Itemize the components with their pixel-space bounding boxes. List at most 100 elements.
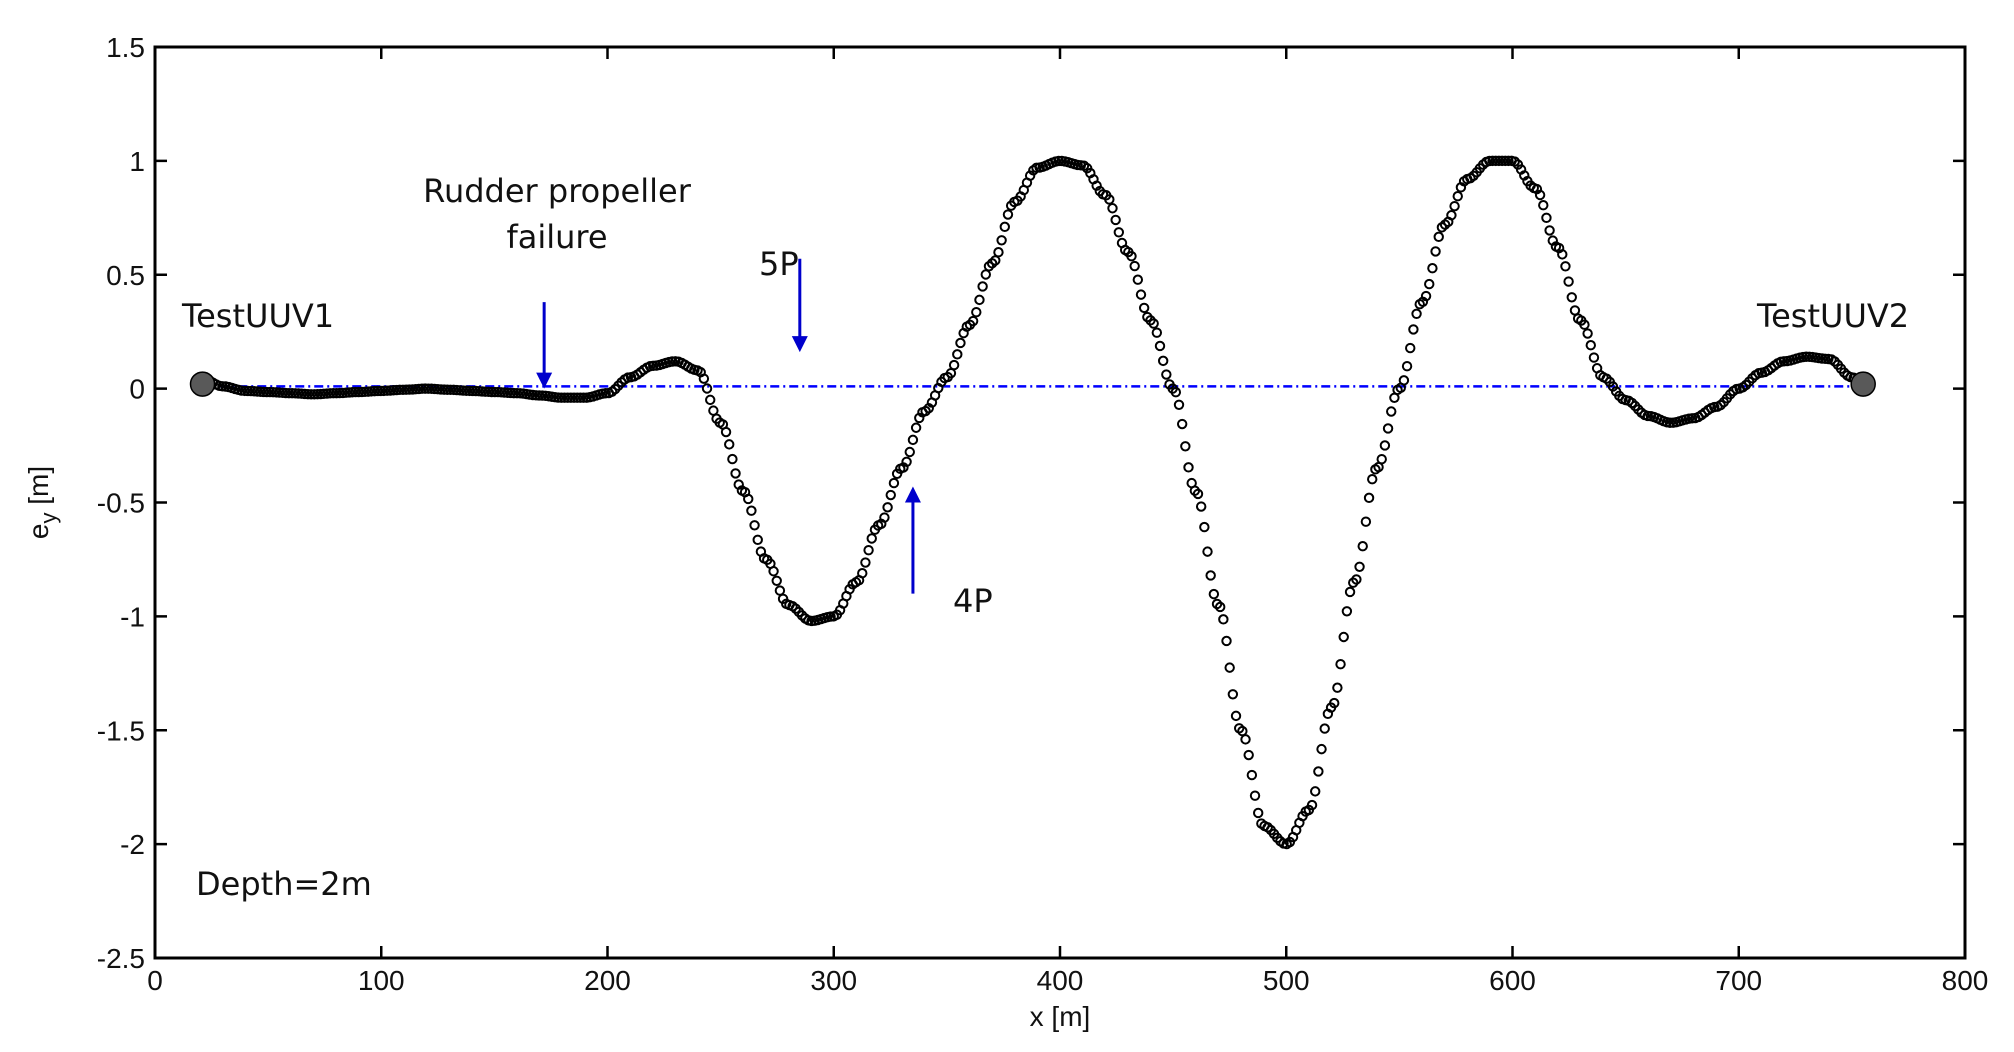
- y-tick-label: -2: [120, 829, 145, 860]
- data-point: [1357, 541, 1368, 552]
- y-tick-label: -1.5: [97, 715, 145, 746]
- ticks-layer: 0 100 200 300 400 500 600 700 800 1.5 1 0.5 0 -0.5 -1 -…: [97, 32, 1989, 996]
- x-tick-label: 700: [1715, 965, 1762, 996]
- data-point: [1126, 251, 1137, 262]
- y-tick-label: 1.5: [106, 32, 145, 63]
- data-point: [1544, 225, 1555, 236]
- data-point: [442, 384, 453, 395]
- data-point: [1221, 635, 1232, 647]
- data-point: [1363, 492, 1375, 504]
- data-point: [1310, 786, 1321, 797]
- data-point: [971, 306, 982, 318]
- x-tick-label: 100: [358, 965, 405, 996]
- data-point: [1585, 340, 1596, 351]
- data-point: [1173, 399, 1185, 410]
- data-point: [1341, 606, 1353, 617]
- data-point: [1338, 631, 1349, 643]
- data-point: [1313, 766, 1324, 777]
- data-point: [860, 557, 871, 568]
- data-point: [562, 392, 573, 403]
- data-point: [1500, 155, 1511, 167]
- data-point: [1354, 561, 1365, 572]
- data-point: [1329, 697, 1340, 709]
- data-point: [1148, 318, 1159, 329]
- data-point: [464, 385, 475, 397]
- data-point: [993, 247, 1004, 258]
- data-point: [1800, 351, 1812, 362]
- data-point: [1240, 734, 1251, 745]
- data-point: [952, 349, 963, 360]
- data-point: [1484, 155, 1495, 167]
- data-point: [904, 446, 915, 458]
- data-point: [1110, 214, 1121, 226]
- data-point: [724, 439, 735, 450]
- data-point: [508, 387, 520, 399]
- data-point: [1180, 441, 1191, 452]
- data-point: [1560, 261, 1571, 272]
- data-point: [1566, 292, 1577, 303]
- annotation-layer: [536, 258, 921, 594]
- data-point: [1408, 324, 1419, 335]
- data-point: [1135, 289, 1147, 300]
- x-tick-label: 500: [1263, 965, 1310, 996]
- data-point: [578, 392, 589, 403]
- data-point: [1490, 155, 1501, 167]
- data-point: [1541, 212, 1552, 224]
- data-point: [974, 294, 985, 306]
- data-point: [705, 394, 716, 406]
- data-point: [1427, 263, 1438, 274]
- data-point: [1379, 440, 1391, 451]
- arrow-5p-head: [791, 336, 808, 353]
- data-point: [1430, 246, 1441, 257]
- x-tick-label: 400: [1037, 965, 1084, 996]
- data-point: [698, 373, 710, 384]
- data-point: [857, 568, 868, 579]
- data-point: [1132, 274, 1144, 285]
- data-point: [353, 386, 364, 398]
- data-point: [1218, 614, 1229, 625]
- y-axis-label-unit: [m]: [23, 466, 54, 513]
- end-marker: [1850, 371, 1876, 397]
- data-point: [879, 512, 890, 523]
- x-tick-label: 300: [810, 965, 857, 996]
- data-point: [1424, 278, 1435, 290]
- data-point: [1401, 360, 1413, 372]
- data-point: [1405, 342, 1416, 354]
- data-point: [1192, 488, 1204, 500]
- data-point: [720, 426, 732, 438]
- data-point: [1344, 586, 1356, 598]
- data-point: [375, 385, 386, 397]
- annotation-depth: Depth=2m: [196, 865, 372, 903]
- data-point: [305, 389, 317, 400]
- data-point: [1493, 155, 1505, 167]
- data-point: [239, 385, 250, 397]
- data-point: [1176, 418, 1188, 430]
- data-point: [1205, 570, 1216, 581]
- data-point: [1104, 194, 1115, 205]
- data-point: [1183, 462, 1194, 473]
- data-point: [1224, 662, 1235, 673]
- data-point: [1503, 155, 1514, 167]
- y-tick-label: 0: [129, 374, 145, 405]
- data-point: [907, 434, 919, 446]
- data-point: [419, 383, 431, 394]
- data-point: [771, 575, 782, 586]
- data-point: [1208, 588, 1220, 600]
- y-axis-label: ey [m]: [23, 466, 61, 539]
- annotation-rudder-line2: failure: [506, 218, 607, 256]
- data-point: [901, 456, 912, 468]
- data-point: [746, 505, 757, 516]
- start-marker: [189, 371, 216, 397]
- data-point: [882, 502, 893, 513]
- data-point: [743, 493, 754, 505]
- data-point: [1582, 328, 1593, 339]
- data-point: [727, 453, 738, 465]
- data-point: [1332, 682, 1343, 693]
- data-point: [1202, 546, 1213, 557]
- data-point: [1243, 749, 1254, 761]
- data-point: [768, 566, 779, 577]
- data-point: [996, 235, 1007, 246]
- data-point: [1246, 769, 1258, 781]
- data-point: [977, 281, 988, 292]
- data-point: [571, 392, 583, 403]
